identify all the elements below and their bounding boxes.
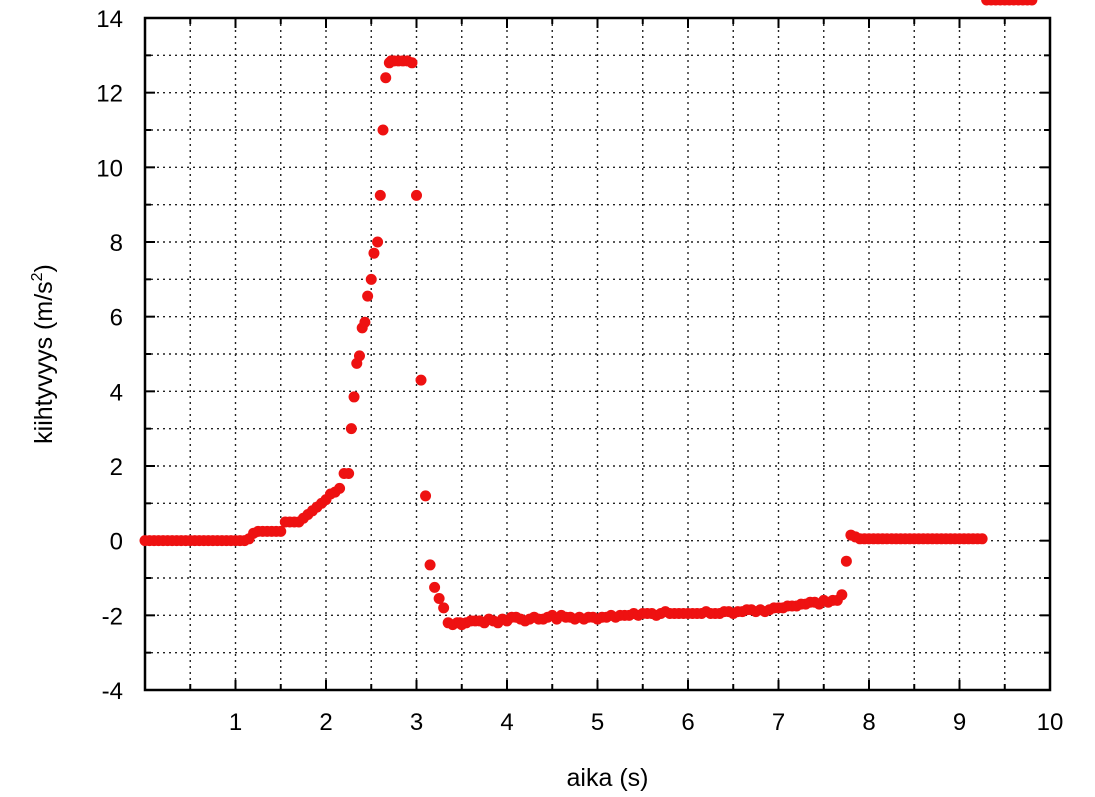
y-tick-label: 10: [96, 155, 123, 182]
x-tick-label: 3: [410, 709, 423, 736]
data-point: [438, 602, 450, 614]
data-point: [372, 236, 384, 248]
y-tick-label: 2: [110, 454, 123, 481]
x-tick-label: 8: [862, 709, 875, 736]
data-point: [415, 374, 427, 386]
data-point: [840, 555, 852, 567]
data-points: [139, 0, 1038, 631]
y-tick-labels: -4 -2 0 2 4 6 8 10 12 14: [96, 6, 123, 705]
x-tick-label: 1: [229, 709, 242, 736]
y-tick-label: 12: [96, 81, 123, 108]
data-point: [359, 316, 371, 328]
data-point: [1026, 0, 1038, 6]
y-axis-title: kiihtyvyys (m/s2): [29, 264, 58, 444]
data-point: [348, 391, 360, 403]
x-tick-label: 4: [500, 709, 513, 736]
data-point: [343, 467, 355, 479]
data-point: [420, 490, 432, 502]
plot-frame: [143, 16, 1052, 692]
data-point: [406, 57, 418, 69]
data-point: [368, 247, 380, 259]
x-tick-label: 5: [591, 709, 604, 736]
data-point: [836, 589, 848, 601]
y-tick-label: 6: [110, 305, 123, 332]
grid-lines: [145, 18, 1050, 690]
data-point: [411, 189, 422, 201]
y-axis-title-superscript: 2: [29, 272, 46, 281]
x-axis-title: aika (s): [567, 764, 649, 792]
data-point: [345, 423, 357, 435]
data-point: [380, 72, 392, 84]
data-point: [429, 581, 441, 593]
data-point: [353, 350, 365, 362]
x-tick-label: 2: [319, 709, 332, 736]
axis-ticks: [145, 18, 1050, 690]
y-tick-label: -4: [102, 678, 123, 705]
data-point: [976, 533, 988, 545]
y-tick-label: 4: [110, 379, 123, 406]
y-tick-label: 0: [110, 529, 123, 556]
x-tick-labels: 1 2 3 4 5 6 7 8 9 10: [229, 709, 1064, 736]
data-point: [433, 593, 445, 605]
y-tick-label: -2: [102, 603, 123, 630]
y-axis-title-close: ): [30, 264, 58, 272]
y-tick-label: 8: [110, 230, 123, 257]
data-point: [365, 273, 377, 285]
x-tick-label: 7: [772, 709, 785, 736]
y-axis-title-main: kiihtyvyys (m/s: [30, 281, 58, 444]
data-point: [334, 482, 346, 494]
x-tick-label: 10: [1037, 709, 1064, 736]
y-tick-label: 14: [96, 6, 123, 33]
data-point: [275, 525, 287, 537]
x-tick-label: 6: [681, 709, 694, 736]
data-point: [377, 124, 389, 136]
data-point: [374, 189, 386, 201]
data-point: [362, 290, 374, 302]
x-tick-label: 9: [953, 709, 966, 736]
data-point: [424, 559, 436, 571]
